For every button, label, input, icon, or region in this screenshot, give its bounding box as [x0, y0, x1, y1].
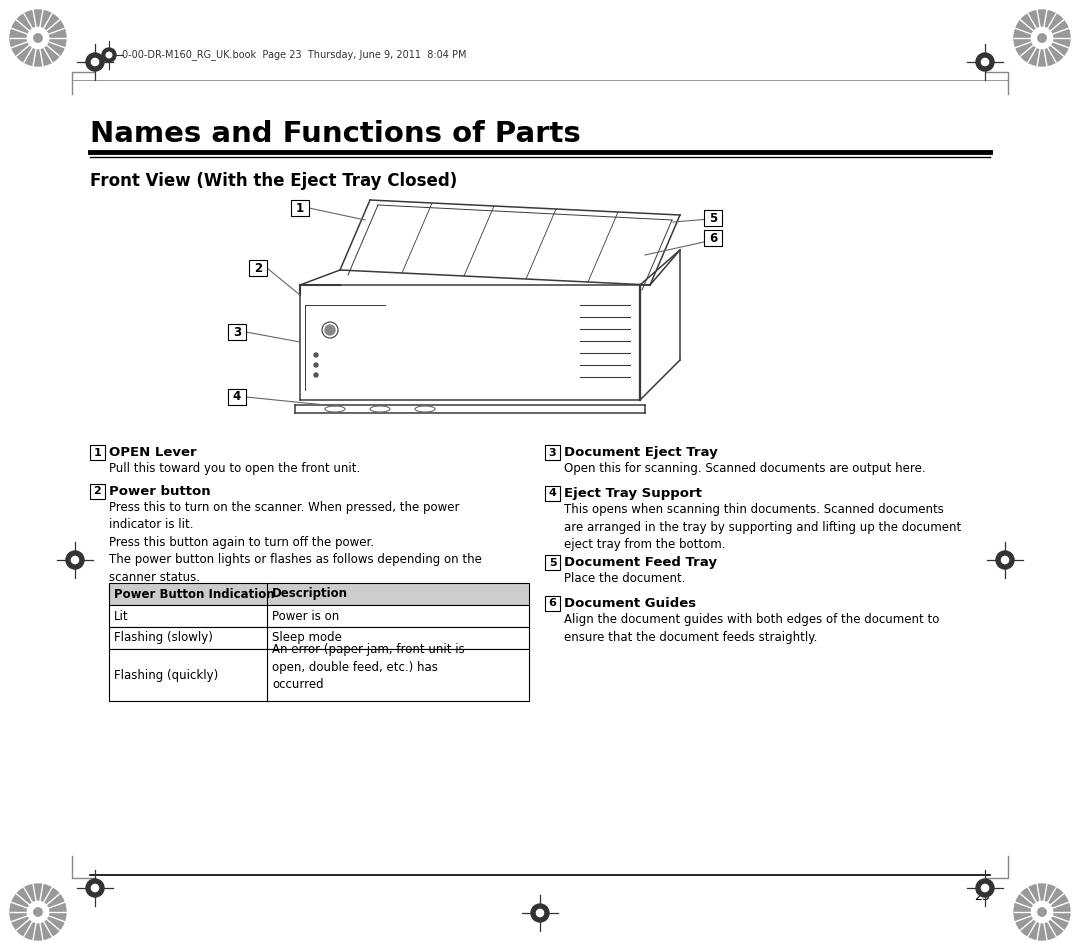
Circle shape: [314, 363, 318, 367]
Circle shape: [71, 557, 79, 563]
Circle shape: [1031, 28, 1053, 48]
Text: 4: 4: [233, 390, 241, 404]
Text: Flashing (slowly): Flashing (slowly): [114, 632, 213, 644]
Text: Flashing (quickly): Flashing (quickly): [114, 669, 218, 681]
Circle shape: [106, 52, 112, 58]
Bar: [109, 627, 529, 649]
Bar: [228, 389, 246, 405]
Text: Power is on: Power is on: [272, 610, 339, 622]
Circle shape: [1001, 557, 1009, 563]
Bar: [249, 260, 267, 276]
Text: 4: 4: [549, 488, 556, 499]
Text: 3: 3: [233, 326, 241, 338]
Circle shape: [982, 884, 988, 892]
Text: This opens when scanning thin documents. Scanned documents
are arranged in the t: This opens when scanning thin documents.…: [564, 503, 961, 551]
Text: Place the document.: Place the document.: [564, 572, 686, 585]
Text: 6: 6: [708, 232, 717, 244]
Text: Align the document guides with both edges of the document to
ensure that the doc: Align the document guides with both edge…: [564, 613, 940, 643]
Text: Press this to turn on the scanner. When pressed, the power
indicator is lit.
Pre: Press this to turn on the scanner. When …: [109, 501, 482, 584]
Bar: [704, 230, 723, 246]
Circle shape: [1038, 908, 1047, 916]
Text: 5: 5: [549, 558, 556, 567]
Bar: [545, 596, 561, 611]
Bar: [545, 445, 561, 460]
Circle shape: [531, 904, 549, 922]
Circle shape: [10, 884, 66, 940]
Circle shape: [86, 53, 104, 71]
Text: Document Guides: Document Guides: [564, 597, 697, 610]
Circle shape: [1014, 10, 1070, 66]
Text: Power Button Indication: Power Button Indication: [114, 587, 274, 600]
Circle shape: [1031, 902, 1053, 922]
Text: Power button: Power button: [109, 485, 211, 498]
Bar: [545, 486, 561, 501]
Text: OPEN Lever: OPEN Lever: [109, 446, 197, 459]
Circle shape: [537, 909, 543, 917]
Circle shape: [10, 10, 66, 66]
Text: Document Eject Tray: Document Eject Tray: [564, 446, 718, 459]
Circle shape: [976, 879, 994, 897]
Bar: [291, 200, 309, 216]
Text: 1: 1: [94, 447, 102, 458]
Circle shape: [66, 551, 84, 569]
Circle shape: [314, 353, 318, 357]
Circle shape: [1038, 34, 1047, 42]
Bar: [228, 324, 246, 340]
Circle shape: [1014, 884, 1070, 940]
Circle shape: [996, 551, 1014, 569]
Circle shape: [86, 879, 104, 897]
Bar: [109, 583, 529, 605]
Text: 0-00-DR-M160_RG_UK.book  Page 23  Thursday, June 9, 2011  8:04 PM: 0-00-DR-M160_RG_UK.book Page 23 Thursday…: [122, 49, 467, 61]
Text: 2: 2: [94, 486, 102, 497]
Circle shape: [92, 58, 98, 66]
Text: Names and Functions of Parts: Names and Functions of Parts: [90, 120, 581, 148]
Text: Open this for scanning. Scanned documents are output here.: Open this for scanning. Scanned document…: [564, 462, 926, 475]
Circle shape: [325, 325, 335, 335]
Text: 5: 5: [708, 212, 717, 224]
Circle shape: [314, 373, 318, 377]
Text: Eject Tray Support: Eject Tray Support: [564, 487, 702, 500]
Circle shape: [102, 48, 116, 62]
Circle shape: [982, 58, 988, 66]
Text: 23: 23: [974, 890, 990, 903]
Text: 1: 1: [296, 201, 305, 215]
Bar: [90, 445, 105, 460]
Text: Front View (With the Eject Tray Closed): Front View (With the Eject Tray Closed): [90, 172, 457, 190]
Circle shape: [27, 902, 49, 922]
Text: Pull this toward you to open the front unit.: Pull this toward you to open the front u…: [109, 462, 361, 475]
Text: Description: Description: [272, 587, 348, 600]
Text: Sleep mode: Sleep mode: [272, 632, 342, 644]
Circle shape: [92, 884, 98, 892]
Bar: [545, 555, 561, 570]
Text: Document Feed Tray: Document Feed Tray: [564, 556, 717, 569]
Text: 6: 6: [549, 598, 556, 609]
Bar: [90, 484, 105, 499]
Text: An error (paper jam, front unit is
open, double feed, etc.) has
occurred: An error (paper jam, front unit is open,…: [272, 643, 464, 691]
Text: Lit: Lit: [114, 610, 129, 622]
Circle shape: [33, 34, 42, 42]
Text: 2: 2: [254, 261, 262, 275]
Bar: [704, 210, 723, 226]
Bar: [109, 605, 529, 627]
Circle shape: [33, 908, 42, 916]
Text: 3: 3: [549, 447, 556, 458]
Circle shape: [976, 53, 994, 71]
Bar: [109, 649, 529, 701]
Circle shape: [27, 28, 49, 48]
